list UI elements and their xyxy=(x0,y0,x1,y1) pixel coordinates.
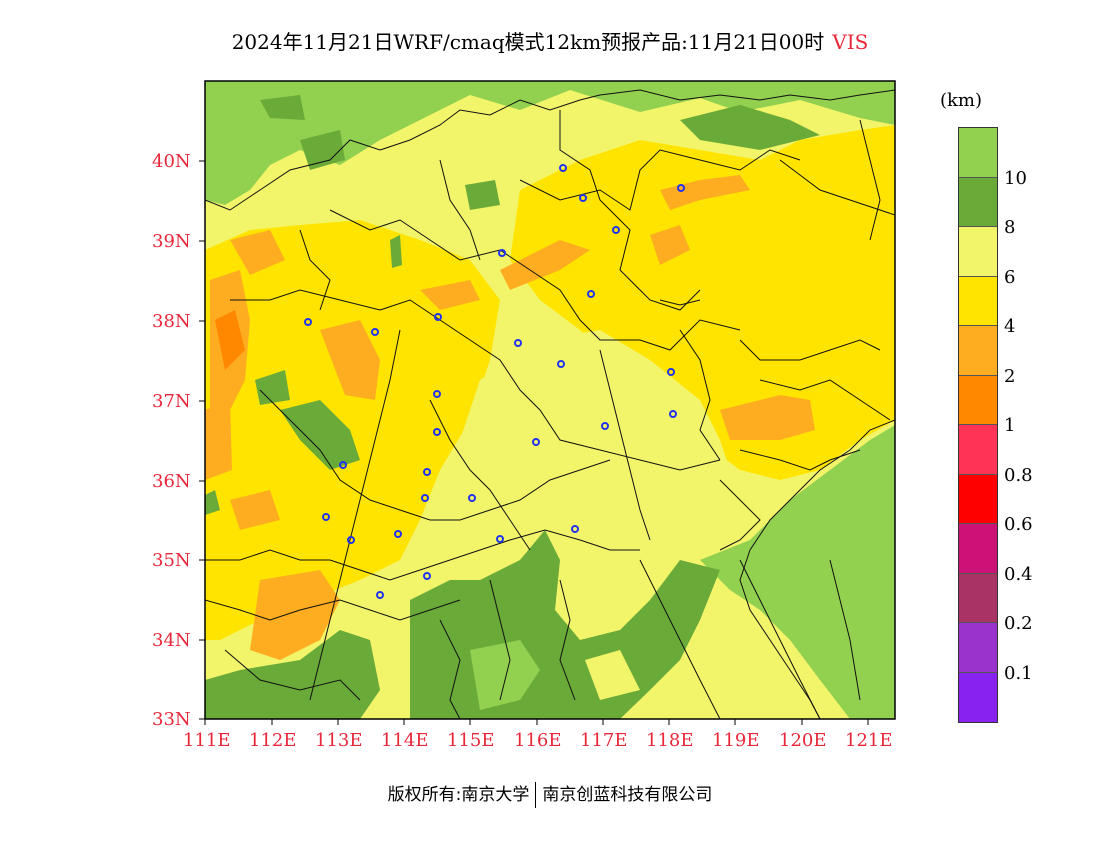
footer-separator xyxy=(535,782,537,808)
title-variable: VIS xyxy=(832,30,869,54)
lat-label-35n: 35N xyxy=(152,550,191,571)
lon-label-117e: 117E xyxy=(580,730,628,751)
lon-label-111e: 111E xyxy=(183,730,231,751)
lat-label-39n: 39N xyxy=(152,231,191,252)
colorbar-label-1: 1 xyxy=(1004,415,1016,436)
lon-label-116e: 116E xyxy=(514,730,562,751)
colorbar-unit: (km) xyxy=(940,90,983,111)
colorbar-label-0-4: 0.4 xyxy=(1004,564,1033,585)
colorbar-segment xyxy=(959,623,997,673)
copyright-right: 南京创蓝科技有限公司 xyxy=(542,785,713,805)
lon-label-112e: 112E xyxy=(249,730,297,751)
chart-title: 2024年11月21日WRF/cmaq模式12km预报产品:11月21日00时 V… xyxy=(0,26,1100,55)
colorbar-segment xyxy=(959,425,997,475)
lat-label-40n: 40N xyxy=(152,151,191,172)
colorbar-segment xyxy=(959,227,997,277)
lat-label-33n: 33N xyxy=(152,709,191,730)
city-markers xyxy=(304,164,685,599)
copyright-left: 版权所有:南京大学 xyxy=(387,785,530,805)
colorbar-label-0-8: 0.8 xyxy=(1004,465,1033,486)
colorbar-label-8: 8 xyxy=(1004,217,1016,238)
lat-label-38n: 38N xyxy=(152,311,191,332)
tick-marks xyxy=(199,160,869,725)
colorbar xyxy=(958,127,998,723)
lon-label-120e: 120E xyxy=(779,730,827,751)
lon-label-119e: 119E xyxy=(712,730,760,751)
lon-label-118e: 118E xyxy=(646,730,694,751)
colorbar-segment xyxy=(959,375,997,425)
colorbar-label-0-2: 0.2 xyxy=(1004,613,1033,634)
map-frame xyxy=(204,80,896,720)
colorbar-label-0-1: 0.1 xyxy=(1004,663,1033,684)
colorbar-segment xyxy=(959,128,997,178)
colorbar-label-2: 2 xyxy=(1004,366,1016,387)
lon-label-113e: 113E xyxy=(315,730,363,751)
colorbar-segment xyxy=(959,474,997,524)
lon-label-115e: 115E xyxy=(447,730,495,751)
copyright-footer: 版权所有:南京大学 南京创蓝科技有限公司 xyxy=(0,780,1100,808)
colorbar-label-0-6: 0.6 xyxy=(1004,514,1033,535)
colorbar-label-6: 6 xyxy=(1004,267,1016,288)
lon-label-114e: 114E xyxy=(381,730,429,751)
colorbar-segment xyxy=(959,177,997,227)
colorbar-segment xyxy=(959,276,997,326)
colorbar-segment xyxy=(959,524,997,574)
colorbar-segment xyxy=(959,326,997,376)
lat-label-36n: 36N xyxy=(152,471,191,492)
lon-label-121e: 121E xyxy=(845,730,893,751)
lat-label-37n: 37N xyxy=(152,391,191,412)
map-fill xyxy=(205,81,895,719)
lat-label-34n: 34N xyxy=(152,630,191,651)
title-main: 2024年11月21日WRF/cmaq模式12km预报产品:11月21日00时 xyxy=(231,30,825,54)
colorbar-segment xyxy=(959,573,997,623)
colorbar-segment xyxy=(959,672,997,722)
colorbar-label-10: 10 xyxy=(1004,168,1027,189)
colorbar-label-4: 4 xyxy=(1004,316,1016,337)
